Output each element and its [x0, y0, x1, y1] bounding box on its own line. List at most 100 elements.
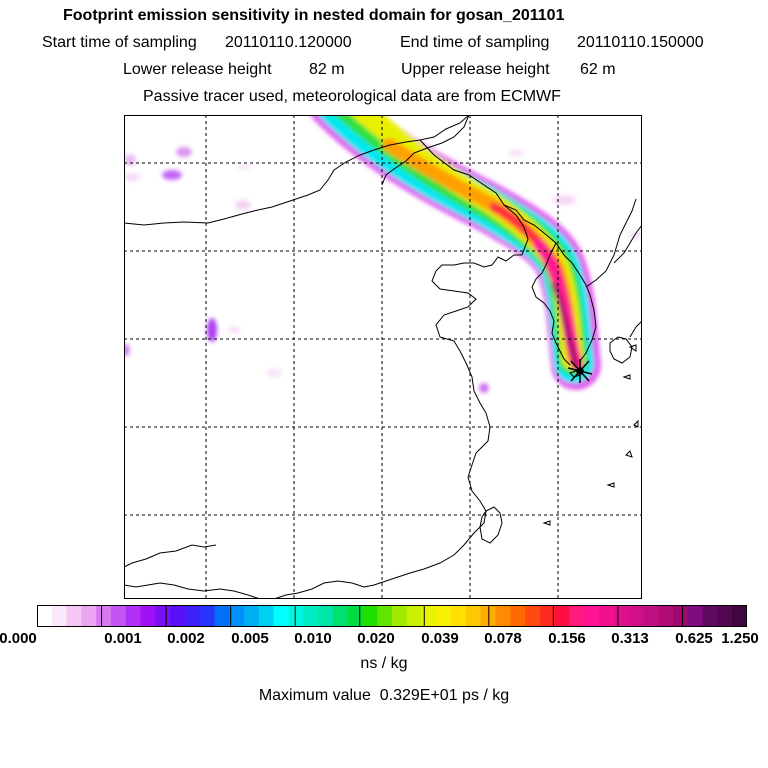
colorbar-swatch [273, 605, 290, 627]
coastline-japan-north [613, 224, 642, 264]
colorbar-tick-label: 1.250 [721, 630, 759, 647]
colorbar-swatch [510, 605, 526, 627]
colorbar-swatch [628, 605, 645, 627]
patch [176, 147, 192, 157]
map-title: Footprint emission sensitivity in nested… [63, 7, 565, 24]
end-time-label: End time of sampling [400, 34, 550, 51]
coastline-korea-east [585, 198, 637, 288]
colorbar-swatch [539, 605, 556, 627]
colorbar-tick-label: 0.000 [0, 630, 37, 647]
patch [124, 173, 140, 181]
colorbar-tick-label: 0.001 [104, 630, 142, 647]
colorbar-swatches [37, 605, 747, 627]
colorbar-swatch [362, 605, 378, 627]
colorbar-swatch [347, 605, 364, 627]
patch [238, 164, 250, 170]
patch [235, 200, 251, 210]
receptor-star-icon [567, 359, 593, 383]
colorbar-swatch [258, 605, 275, 627]
colorbar-tick-label: 0.156 [548, 630, 586, 647]
colorbar-swatch [732, 605, 747, 627]
colorbar-swatch [332, 605, 349, 627]
coastline-north [207, 115, 470, 224]
coastline-bohai [363, 254, 522, 588]
maximum-value-label: Maximum value [258, 687, 371, 704]
island-east-2 [628, 344, 637, 352]
main-plume [311, 115, 601, 390]
colorbar-swatch [451, 605, 467, 627]
colorbar-units: ns / kg [360, 655, 408, 672]
graticule [124, 115, 642, 599]
colorbar-swatch [184, 605, 201, 627]
island-ryukyu-2 [625, 450, 633, 458]
colorbar-swatch [229, 605, 245, 627]
colorbar-swatch [199, 605, 216, 627]
colorbar-swatch [673, 605, 689, 627]
coastline-manchuria [419, 139, 597, 362]
patch [552, 195, 576, 205]
patch [266, 369, 282, 377]
coastline-mongolia [124, 221, 209, 226]
colorbar-swatch [702, 605, 719, 627]
colorbar-swatch [170, 605, 186, 627]
colorbar-swatch [554, 605, 571, 627]
patch [162, 170, 182, 180]
island-east [622, 374, 631, 380]
coastline-taiwan [479, 506, 503, 544]
island-ryukyu-4 [542, 520, 551, 526]
scattered-low-sensitivity-patches [124, 147, 642, 393]
colorbar-swatch [495, 605, 511, 627]
colorbar-swatch [643, 605, 659, 627]
coastline-liaodong [503, 204, 529, 256]
start-time-label: Start time of sampling [42, 34, 197, 51]
island-ryukyu-3 [633, 419, 639, 428]
lower-release-label: Lower release height [123, 61, 272, 78]
start-time-value: 20110110.120000 [225, 34, 352, 51]
patch [207, 318, 217, 342]
colorbar-tick-label: 0.039 [421, 630, 459, 647]
colorbar [37, 605, 747, 627]
coastline-japan-kyushu [609, 336, 633, 364]
colorbar-frame [37, 605, 747, 627]
colorbar-dividers [101, 605, 683, 627]
sensitivity-plume [124, 115, 642, 393]
colorbar-tick-label: 0.010 [294, 630, 332, 647]
colorbar-swatch [37, 605, 53, 627]
patch [124, 154, 136, 166]
colorbar-swatch [525, 605, 541, 627]
lower-release-value: 82 m [309, 61, 345, 78]
colorbar-swatch [303, 605, 319, 627]
patch [124, 344, 130, 356]
tracer-note: Passive tracer used, meteorological data… [143, 88, 561, 105]
patch [508, 149, 524, 157]
coastline-japan-honshu [629, 320, 642, 338]
colorbar-swatch [717, 605, 733, 627]
colorbar-swatch [377, 605, 393, 627]
upper-release-value: 62 m [580, 61, 616, 78]
colorbar-swatch [436, 605, 452, 627]
colorbar-swatch [110, 605, 127, 627]
colorbar-swatch [465, 605, 482, 627]
coastline-korea-west [531, 242, 571, 366]
colorbar-swatch [658, 605, 674, 627]
maximum-value-number: 0.329E+01 ps / kg [379, 687, 510, 704]
patch [228, 327, 240, 333]
footprint-map [124, 115, 642, 599]
colorbar-swatch [392, 605, 408, 627]
colorbar-swatch [51, 605, 68, 627]
colorbar-tick-label: 0.020 [357, 630, 395, 647]
patch [479, 383, 489, 393]
coastline-south [273, 580, 365, 599]
colorbar-swatch [66, 605, 82, 627]
colorbar-swatch [81, 605, 97, 627]
colorbar-swatch [687, 605, 704, 627]
colorbar-swatch [140, 605, 156, 627]
end-time-value: 20110110.150000 [577, 34, 704, 51]
colorbar-swatch [613, 605, 630, 627]
map-frame [124, 115, 642, 599]
colorbar-swatch [318, 605, 334, 627]
colorbar-swatch [421, 605, 437, 627]
colorbar-swatch [584, 605, 600, 627]
colorbar-swatch [244, 605, 260, 627]
coastlines [124, 115, 642, 599]
